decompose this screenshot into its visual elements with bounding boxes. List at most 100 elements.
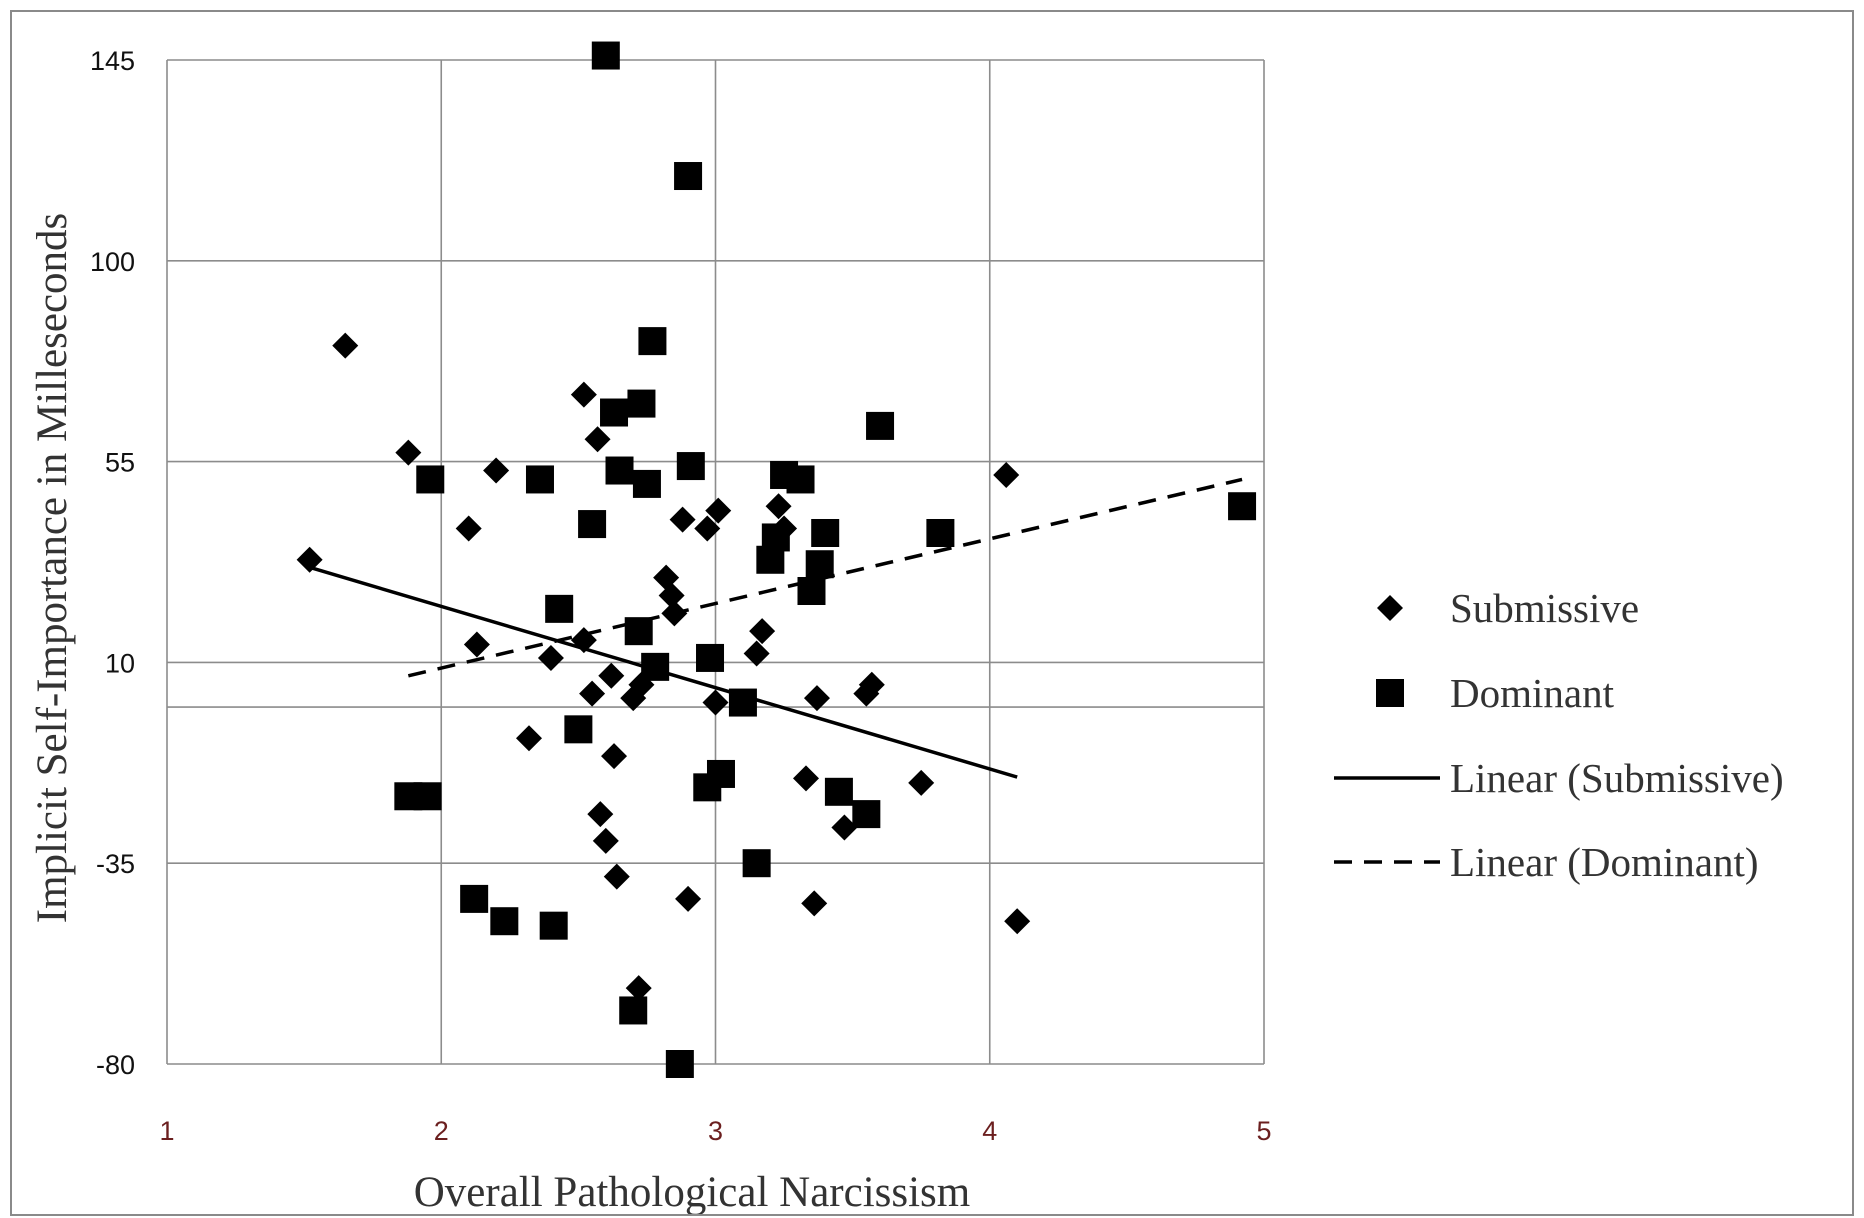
diamond-marker <box>1377 595 1403 621</box>
square-marker <box>811 518 840 547</box>
square-marker <box>600 398 629 427</box>
diamond-marker <box>483 457 510 484</box>
y-tick-label: 10 <box>105 648 135 678</box>
legend-item: Dominant <box>1376 670 1615 716</box>
square-marker <box>605 456 634 485</box>
data-points <box>296 41 1257 1078</box>
square-marker <box>665 1050 694 1078</box>
diamond-marker <box>793 765 820 792</box>
square-marker <box>460 884 489 913</box>
legend-label: Linear (Submissive) <box>1450 755 1784 801</box>
square-marker <box>578 510 607 539</box>
diamond-marker <box>584 426 611 453</box>
diamond-marker <box>598 662 625 689</box>
diamond-marker <box>993 461 1020 488</box>
x-tick-label: 3 <box>708 1116 723 1146</box>
legend-label: Dominant <box>1450 670 1615 716</box>
x-axis-ticks: 1 2 3 4 5 <box>159 1116 1271 1146</box>
square-marker <box>824 777 853 806</box>
legend-label: Submissive <box>1450 585 1639 631</box>
square-marker <box>866 411 895 440</box>
diamond-marker <box>570 627 597 654</box>
square-marker <box>696 643 725 672</box>
y-tick-label: -35 <box>96 849 135 879</box>
diamond-marker <box>587 801 614 828</box>
diamond-marker <box>749 618 776 645</box>
diamond-marker <box>765 493 792 520</box>
y-axis-ticks: -80 -35 10 55 100 145 <box>90 46 135 1080</box>
square-marker <box>416 465 445 494</box>
diamond-marker <box>601 743 628 770</box>
x-tick-label: 4 <box>982 1116 997 1146</box>
diamond-marker <box>570 381 597 408</box>
legend-label: Linear (Dominant) <box>1450 839 1759 885</box>
x-axis-title: Overall Pathological Narcissism <box>414 1169 970 1214</box>
y-tick-label: 100 <box>90 247 135 277</box>
square-marker <box>539 911 568 940</box>
diamond-marker <box>694 515 721 542</box>
square-marker <box>797 577 826 606</box>
legend-item: Linear (Submissive) <box>1334 755 1784 801</box>
diamond-marker <box>801 890 828 917</box>
square-marker <box>761 523 790 552</box>
diamond-marker <box>592 827 619 854</box>
square-marker <box>632 469 661 498</box>
grid-lines <box>166 59 1265 1065</box>
square-marker <box>1376 679 1404 707</box>
square-marker <box>619 996 648 1025</box>
diamond-marker <box>455 515 482 542</box>
x-tick-label: 5 <box>1256 1116 1271 1146</box>
scatter-chart: -80 -35 10 55 100 145 1 2 3 4 5 Implicit Self-Imp… <box>29 41 1784 1214</box>
diamond-marker <box>658 582 685 609</box>
diamond-marker <box>537 644 564 671</box>
diamond-marker <box>603 863 630 890</box>
square-marker <box>852 800 881 829</box>
square-marker <box>624 617 653 646</box>
diamond-marker <box>579 680 606 707</box>
diamond-marker <box>743 640 770 667</box>
square-marker <box>676 452 705 481</box>
diamond-marker <box>831 814 858 841</box>
y-axis-title: Implicit Self-Importance in Milleseconds <box>29 213 76 924</box>
square-marker <box>728 688 757 717</box>
diamond-marker <box>675 885 702 912</box>
diamond-marker <box>702 689 729 716</box>
y-tick-label: 55 <box>105 448 135 478</box>
square-marker <box>641 652 670 681</box>
square-marker <box>805 550 834 579</box>
square-marker <box>786 465 815 494</box>
y-tick-label: -80 <box>96 1050 135 1080</box>
legend-item: Submissive <box>1377 585 1639 631</box>
square-marker <box>545 594 574 623</box>
square-marker <box>564 715 593 744</box>
diamond-marker <box>803 685 830 712</box>
chart-frame: -80 -35 10 55 100 145 1 2 3 4 5 Implicit Self-Imp… <box>10 10 1854 1216</box>
square-marker <box>638 327 667 356</box>
x-tick-label: 2 <box>434 1116 449 1146</box>
diamond-marker <box>296 546 323 573</box>
diamond-marker <box>669 506 696 533</box>
diamond-marker <box>463 631 490 658</box>
diamond-marker <box>858 671 885 698</box>
square-marker <box>413 782 442 811</box>
diamond-marker <box>1004 908 1031 935</box>
diamond-marker <box>908 769 935 796</box>
square-marker <box>706 759 735 788</box>
square-marker <box>926 518 955 547</box>
legend: Submissive Dominant Linear (Submissive) Lin… <box>1334 585 1784 885</box>
diamond-marker <box>516 725 543 752</box>
diamond-marker <box>661 600 688 627</box>
diamond-marker <box>705 497 732 524</box>
x-tick-label: 1 <box>159 1116 174 1146</box>
square-marker <box>490 907 519 936</box>
square-marker <box>627 389 656 418</box>
diamond-marker <box>332 332 359 359</box>
diamond-marker <box>395 439 422 466</box>
square-marker <box>591 41 620 70</box>
y-tick-label: 145 <box>90 46 135 76</box>
square-marker <box>525 465 554 494</box>
square-marker <box>742 849 771 878</box>
square-marker <box>1228 492 1257 521</box>
square-marker <box>674 162 703 191</box>
diamond-marker <box>625 975 652 1002</box>
